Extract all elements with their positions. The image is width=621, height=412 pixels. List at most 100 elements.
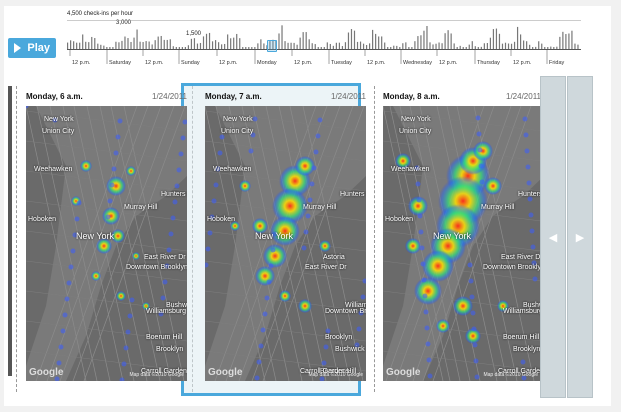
timeline-bar xyxy=(387,47,389,49)
map-label: Hoboken xyxy=(28,216,57,223)
google-logo: Google xyxy=(386,367,421,378)
timeline-bar xyxy=(447,30,449,49)
timeline-bar xyxy=(417,36,419,49)
heat-map[interactable]: New York Union City Weehawken Hoboken New Yo… xyxy=(205,106,366,381)
timeline-tick-label: 12 p.m. xyxy=(72,60,91,66)
timeline-bar xyxy=(263,43,265,49)
map-label: Boerum Hill xyxy=(146,334,183,341)
map-label: Weehawken xyxy=(391,166,430,173)
timeline-bar xyxy=(181,47,183,49)
map-card-3[interactable]: Monday, 8 a.m. 1/24/2011 New York Union C… xyxy=(383,86,541,386)
heat-blob xyxy=(473,141,493,161)
heat-map[interactable]: New York Union City Weehawken Hoboken New Yo… xyxy=(26,106,187,381)
timeline-scrubber-handle[interactable] xyxy=(267,40,277,52)
timeline-bar xyxy=(269,41,271,49)
timeline-bar xyxy=(184,47,186,49)
timeline-bar xyxy=(317,47,319,49)
map-label: New York xyxy=(76,231,115,241)
timeline-tick-label: Sunday xyxy=(181,60,200,66)
heat-blob xyxy=(102,207,120,225)
next-button[interactable]: ▶ xyxy=(567,76,593,398)
map-label: Murray Hill xyxy=(481,204,515,211)
timeline-bar xyxy=(211,41,214,49)
previous-button[interactable]: ◀ xyxy=(540,76,566,398)
timeline-bar xyxy=(326,42,328,49)
timeline-bar xyxy=(106,47,108,49)
timeline-bar xyxy=(314,44,316,49)
timeline-bar xyxy=(91,36,93,49)
timeline-bar xyxy=(163,39,165,49)
timeline-bar xyxy=(532,47,534,49)
map-label: Murray Hill xyxy=(124,204,158,211)
timeline-bar xyxy=(353,30,356,49)
heat-blob xyxy=(295,156,315,176)
heat-blob xyxy=(270,216,300,246)
timeline-bar xyxy=(553,47,555,49)
map-card-1[interactable]: Monday, 6 a.m. 1/24/2011 New York Union C… xyxy=(26,86,187,386)
timeline-bar xyxy=(474,46,476,49)
map-label: Union City xyxy=(399,128,432,135)
map-label: Astoria xyxy=(323,254,345,261)
timeline-bar xyxy=(208,32,211,49)
timeline-bar xyxy=(423,30,425,49)
timeline-bar xyxy=(142,42,144,49)
map-label: Brooklyn xyxy=(325,334,353,341)
timeline-bar xyxy=(507,43,510,49)
timeline-bar xyxy=(456,47,458,49)
heat-blob xyxy=(132,252,140,260)
map-label: Weehawken xyxy=(213,166,252,173)
timeline-bar xyxy=(571,30,573,49)
timeline-bar xyxy=(242,47,244,49)
heat-blob xyxy=(255,266,275,286)
timeline-bar xyxy=(432,44,434,49)
timeline-bar xyxy=(462,47,464,49)
timeline-bar xyxy=(381,36,383,49)
timeline-bar xyxy=(541,43,543,49)
timeline-bar xyxy=(435,43,437,49)
map-label: Union City xyxy=(42,128,75,135)
timeline-bar xyxy=(190,38,193,49)
map-label: Hunters Point xyxy=(340,191,366,198)
timeline-bar xyxy=(130,41,132,49)
card-title: Monday, 8 a.m. xyxy=(383,92,440,101)
timeline-bar xyxy=(266,45,268,49)
timeline-bar xyxy=(236,33,238,49)
timeline-bar xyxy=(79,42,81,49)
timeline-bar xyxy=(275,40,277,49)
timeline-bar xyxy=(498,33,501,49)
map-label: Union City xyxy=(221,128,254,135)
card-title: Monday, 6 a.m. xyxy=(26,92,83,101)
timeline-bar xyxy=(529,44,531,49)
timeline-bar xyxy=(332,45,334,49)
timeline-bar xyxy=(296,44,298,49)
play-button[interactable]: Play xyxy=(8,38,56,58)
timeline-axis xyxy=(69,50,548,64)
timeline-bar xyxy=(221,44,223,49)
card-title: Monday, 7 a.m. xyxy=(205,92,262,101)
heat-blob xyxy=(497,300,509,312)
timeline-bar xyxy=(76,42,78,49)
timeline-bar xyxy=(293,42,295,49)
play-icon xyxy=(14,43,21,53)
heat-map[interactable]: New York Union City Weehawken Hoboken New Yo… xyxy=(383,106,541,381)
heat-blob xyxy=(116,291,126,301)
timeline-bar xyxy=(450,33,452,49)
timeline-bar xyxy=(70,40,72,49)
timeline-bar xyxy=(145,41,147,49)
timeline-bar xyxy=(411,47,413,49)
heat-blob xyxy=(414,277,442,305)
timeline-histogram[interactable] xyxy=(67,20,581,50)
timeline-bar xyxy=(82,34,84,49)
timeline-tick-label: Saturday xyxy=(109,60,132,66)
timeline-bar xyxy=(459,45,461,49)
map-card-2[interactable]: Monday, 7 a.m. 1/24/2011 New York Union C… xyxy=(205,86,366,386)
map-attribution: Map data ©2010 Google xyxy=(483,372,538,378)
timeline-bar xyxy=(347,32,350,49)
timeline-bar xyxy=(205,33,208,49)
timeline-bar xyxy=(538,41,540,49)
timeline-bar xyxy=(359,41,362,49)
timeline-bar xyxy=(94,38,96,49)
timeline-bar xyxy=(166,39,168,49)
timeline-bar xyxy=(577,44,579,49)
timeline-tick-label: Friday xyxy=(549,60,565,66)
